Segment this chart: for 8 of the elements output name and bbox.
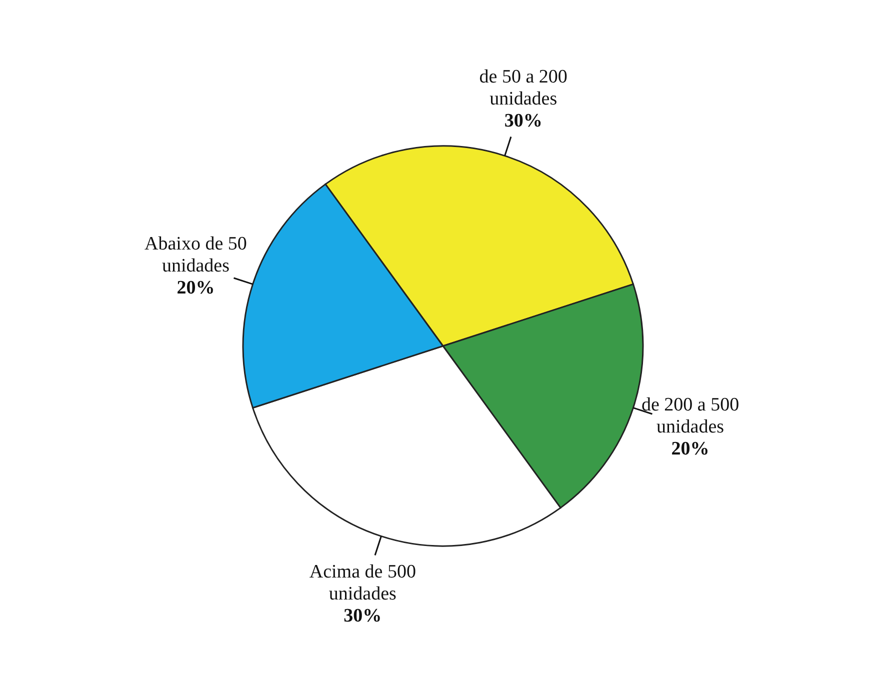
slice-label: de 50 a 200 unidades <box>479 66 568 110</box>
data-label: 20% <box>671 438 710 460</box>
slice-label: Abaixo de 50 unidades <box>144 234 247 277</box>
data-label: 20% <box>176 278 215 299</box>
slice-label: Acima de 500 unidades <box>309 561 416 604</box>
data-label: 30% <box>344 605 382 626</box>
data-label: 30% <box>504 110 542 132</box>
slice-label: de 200 a 500 unidades <box>641 394 740 438</box>
